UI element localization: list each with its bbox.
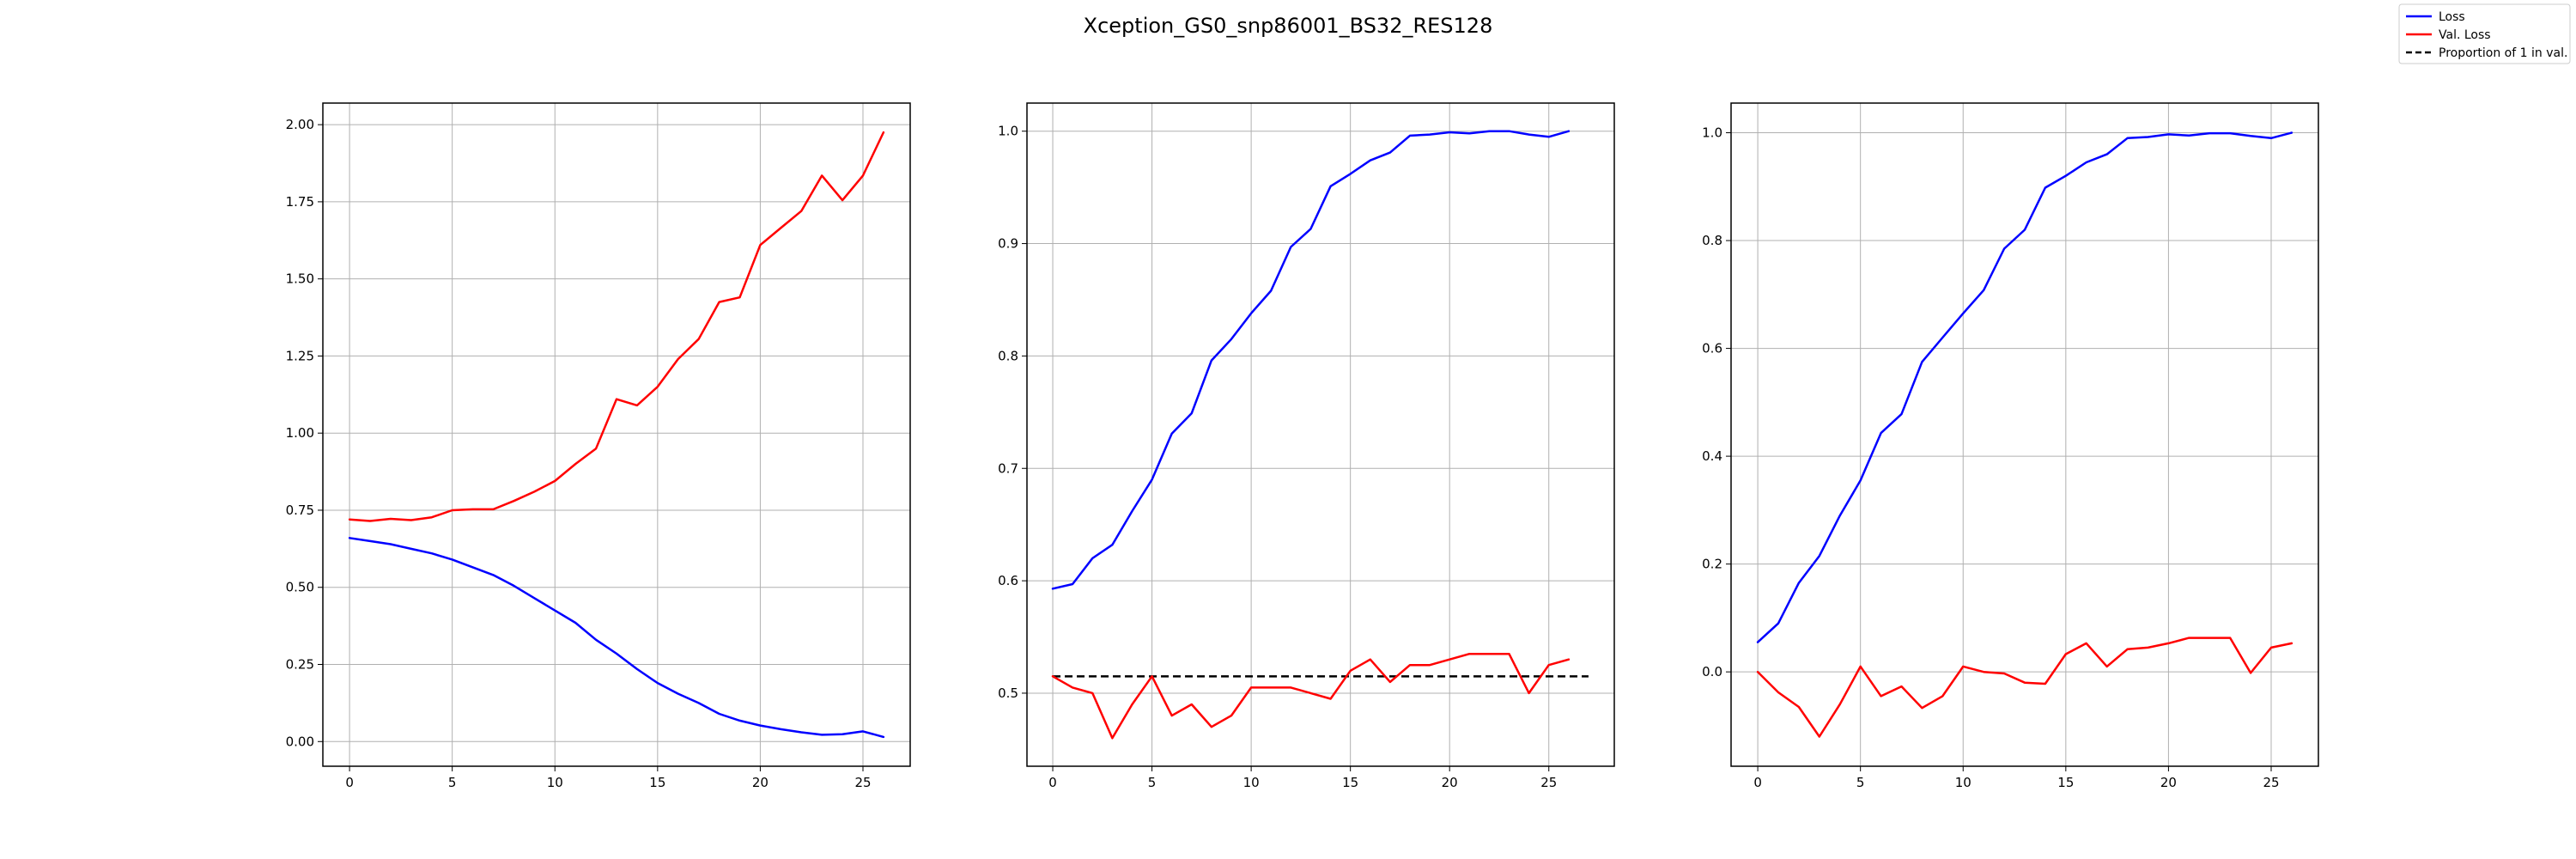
chart-panel-left: 0 5 10 15 20 25 0.00 0.25 0.50 0.75 1.00 1.25 1.50 1.… (286, 102, 911, 790)
right-xtick-label-20: 20 (2160, 775, 2177, 790)
left-xtick-label-25: 25 (854, 775, 871, 790)
middle-xtick-label-5: 5 (1148, 775, 1157, 790)
middle-xtick-label-15: 15 (1342, 775, 1358, 790)
left-ytick-label-2: 0.50 (286, 580, 314, 595)
legend: Loss Val. Loss Proportion of 1 in val. (2398, 3, 2571, 64)
left-ytick-label-1: 0.25 (286, 657, 314, 673)
left-ytick-label-7: 1.75 (286, 194, 314, 210)
left-ytick-label-4: 1.00 (286, 425, 314, 441)
middle-series-val-loss-line (1051, 652, 1571, 740)
left-ytick-label-5: 1.25 (286, 348, 314, 363)
left-xtick-label-0: 0 (345, 775, 354, 790)
left-xtick-label-5: 5 (448, 775, 457, 790)
chart-panel-right: 0 5 10 15 20 25 0.0 0.2 0.4 0.6 0.8 1.0 (1702, 102, 2319, 790)
right-ytick-label-4: 0.8 (1702, 233, 1722, 248)
right-xtick-label-0: 0 (1753, 775, 1762, 790)
middle-series-loss-line (1051, 130, 1571, 590)
right-xtick-label-15: 15 (2057, 775, 2074, 790)
middle-xtick-label-0: 0 (1048, 775, 1057, 790)
right-xtick-label-10: 10 (1955, 775, 1971, 790)
left-xtick-label-20: 20 (752, 775, 769, 790)
right-series-loss-line (1756, 131, 2293, 643)
right-series-val-loss-line (1756, 637, 2293, 738)
legend-label-val-loss: Val. Loss (2439, 28, 2491, 42)
chart-panel-middle: 0 5 10 15 20 25 0.5 0.6 0.7 0.8 0.9 1.0 (998, 102, 1615, 790)
left-series-loss-line (348, 537, 885, 739)
figure-title: Xception_GS0_snp86001_BS32_RES128 (1084, 14, 1493, 38)
middle-ytick-label-2: 0.7 (998, 460, 1018, 476)
left-xtick-label-15: 15 (649, 775, 665, 790)
right-ytick-label-0: 0.0 (1702, 664, 1722, 679)
right-ytick-label-3: 0.6 (1702, 341, 1722, 356)
middle-xtick-label-25: 25 (1540, 775, 1557, 790)
left-ytick-label-6: 1.50 (286, 271, 314, 287)
right-ytick-label-1: 0.2 (1702, 557, 1722, 572)
right-xtick-label-25: 25 (2263, 775, 2279, 790)
left-axes-frame (322, 102, 911, 767)
right-ytick-label-5: 1.0 (1702, 125, 1722, 141)
left-ytick-label-3: 0.75 (286, 503, 314, 518)
left-ytick-label-0: 0.00 (286, 734, 314, 749)
left-series-val-loss-line (348, 131, 885, 522)
middle-ytick-label-0: 0.5 (998, 685, 1018, 701)
left-ytick-label-8: 2.00 (286, 117, 314, 132)
middle-ytick-label-3: 0.8 (998, 348, 1018, 363)
right-xtick-label-5: 5 (1856, 775, 1865, 790)
middle-ytick-label-4: 0.9 (998, 236, 1018, 252)
middle-axes-frame (1026, 102, 1615, 767)
middle-ytick-label-1: 0.6 (998, 573, 1018, 588)
legend-label-loss: Loss (2439, 10, 2465, 24)
legend-label-proportion: Proportion of 1 in val. (2439, 46, 2567, 60)
middle-xtick-label-10: 10 (1243, 775, 1260, 790)
right-ytick-label-2: 0.4 (1702, 448, 1722, 464)
legend-frame (2398, 3, 2571, 64)
middle-xtick-label-20: 20 (1442, 775, 1458, 790)
middle-ytick-label-5: 1.0 (998, 124, 1018, 139)
right-axes-frame (1730, 102, 2319, 767)
left-xtick-label-10: 10 (547, 775, 563, 790)
